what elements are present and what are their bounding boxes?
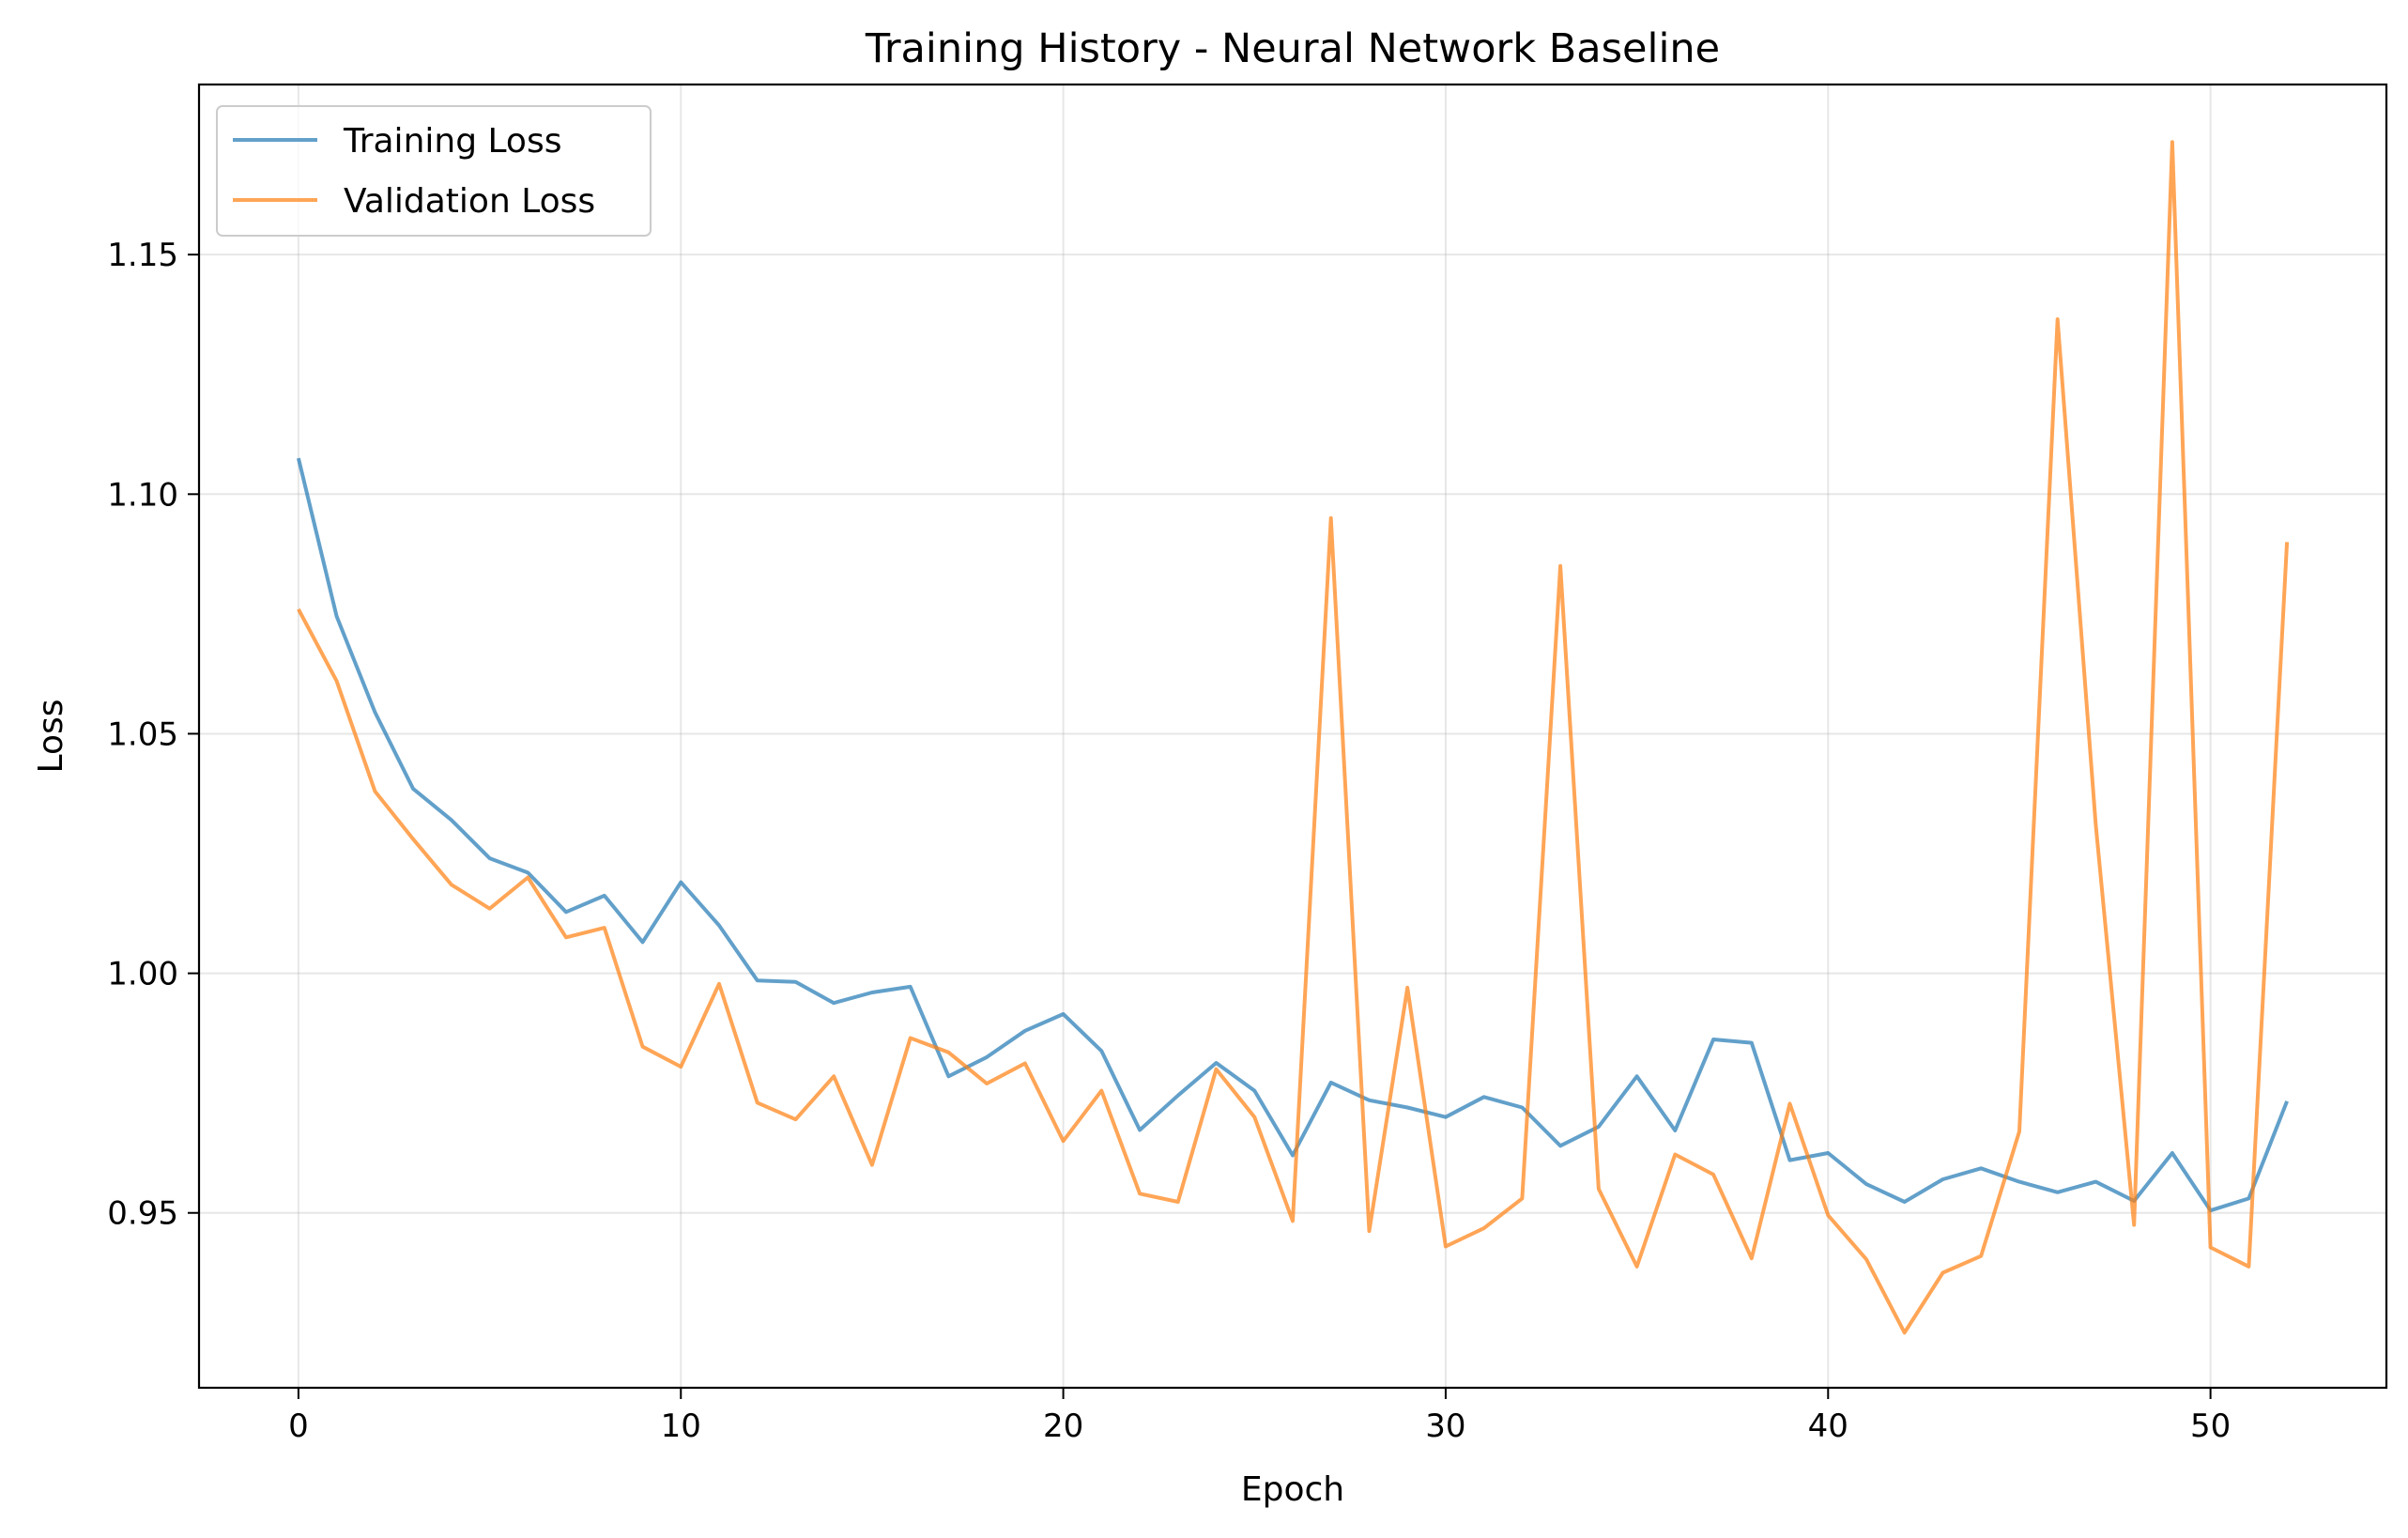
x-tick-label: 10 bbox=[661, 1407, 701, 1445]
series-line-training-loss bbox=[296, 457, 2289, 1213]
y-tick-label: 0.95 bbox=[107, 1195, 178, 1233]
plot-area-background bbox=[199, 85, 2386, 1388]
x-tick-label: 40 bbox=[1808, 1407, 1848, 1445]
legend-label-training-loss: Training Loss bbox=[343, 122, 561, 161]
y-axis-ticks: 0.95 1.00 1.05 1.10 1.15 bbox=[107, 237, 199, 1233]
x-axis-ticks: 0 10 20 30 40 50 bbox=[288, 1388, 2231, 1445]
x-gridlines bbox=[297, 85, 2212, 1388]
y-tick-label: 1.05 bbox=[107, 715, 178, 753]
legend: Training Loss Validation Loss bbox=[216, 105, 652, 237]
legend-box bbox=[216, 105, 652, 237]
x-tick-label: 0 bbox=[288, 1407, 309, 1445]
axes-frame bbox=[197, 83, 2388, 1390]
y-tick-label: 1.00 bbox=[107, 956, 178, 993]
chart-title: Training History - Neural Network Baseli… bbox=[865, 25, 1720, 72]
x-tick-label: 50 bbox=[2190, 1407, 2231, 1445]
y-axis-label: Loss bbox=[32, 700, 70, 774]
x-tick-label: 30 bbox=[1425, 1407, 1465, 1445]
x-axis-label: Epoch bbox=[1241, 1470, 1344, 1509]
y-tick-label: 1.10 bbox=[107, 476, 178, 514]
legend-label-validation-loss: Validation Loss bbox=[344, 182, 595, 221]
y-tick-label: 1.15 bbox=[107, 237, 178, 274]
x-tick-label: 20 bbox=[1043, 1407, 1083, 1445]
series-lines bbox=[296, 140, 2290, 1335]
series-line-validation-loss bbox=[297, 140, 2290, 1335]
